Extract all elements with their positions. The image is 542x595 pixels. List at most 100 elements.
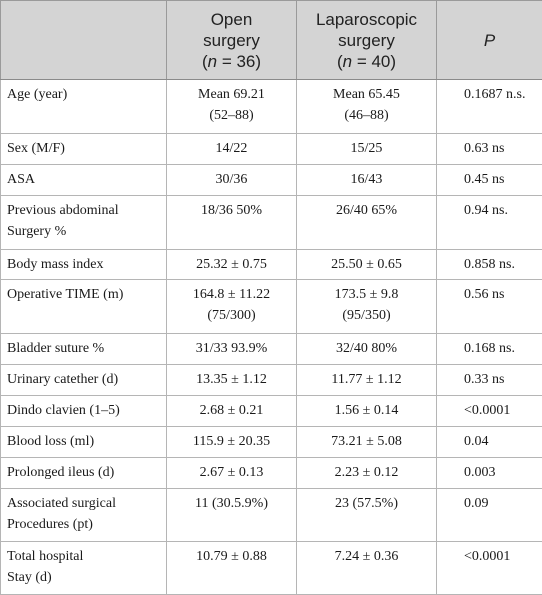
open-value-line2: (75/300) [173,305,290,326]
lap-value: 73.21 ± 5.08 [297,427,437,458]
p-value: 0.09 [437,489,542,542]
open-value: 2.68 ± 0.21 [167,396,297,427]
p-value: 0.33 ns [437,365,542,396]
p-value: 0.56 ns [437,280,542,334]
row-label-line1: Dindo clavien (1–5) [7,400,160,421]
header-laparoscopic-surgery: Laparoscopic surgery (n = 40) [297,1,437,80]
row-label: Body mass index [1,250,167,280]
lap-value: 1.56 ± 0.14 [297,396,437,427]
open-value-line1: 14/22 [173,138,290,159]
table-row: Age (year) Mean 69.21(52–88) Mean 65.45(… [1,80,542,134]
row-label-line1: Total hospital [7,546,160,567]
lap-value-line1: 2.23 ± 0.12 [303,462,430,483]
p-value: 0.63 ns [437,134,542,165]
header-row: Open surgery (n = 36) Laparoscopic surge… [1,1,542,80]
lap-value-line1: 11.77 ± 1.12 [303,369,430,390]
lap-value: 2.23 ± 0.12 [297,458,437,489]
lap-value: Mean 65.45(46–88) [297,80,437,134]
lap-value-line1: 173.5 ± 9.8 [303,284,430,305]
p-value: 0.45 ns [437,165,542,196]
open-value-line2: (52–88) [173,105,290,126]
p-value: 0.04 [437,427,542,458]
row-label: Bladder suture % [1,334,167,365]
row-label-line2: Surgery % [7,221,160,242]
table-body: Age (year) Mean 69.21(52–88) Mean 65.45(… [1,80,542,595]
row-label-line1: Previous abdominal [7,200,160,221]
header-open-line1: Open [171,9,292,30]
open-value-line1: 115.9 ± 20.35 [173,431,290,452]
lap-value: 7.24 ± 0.36 [297,542,437,595]
table-header: Open surgery (n = 36) Laparoscopic surge… [1,1,542,80]
table-row: Sex (M/F) 14/22 15/25 0.63 ns [1,134,542,165]
row-label: Dindo clavien (1–5) [1,396,167,427]
header-open-line2: surgery [171,30,292,51]
lap-value-line2: (95/350) [303,305,430,326]
row-label-line2: Procedures (pt) [7,514,160,535]
open-value: 2.67 ± 0.13 [167,458,297,489]
lap-value-line1: 7.24 ± 0.36 [303,546,430,567]
header-lap-line3: (n = 40) [301,51,432,72]
lap-value-line1: 23 (57.5%) [303,493,430,514]
lap-value-line2: (46–88) [303,105,430,126]
open-value: 115.9 ± 20.35 [167,427,297,458]
open-value: 25.32 ± 0.75 [167,250,297,280]
header-p-label: P [484,31,495,50]
open-value: Mean 69.21(52–88) [167,80,297,134]
header-open-n: n [208,52,217,71]
header-lap-count: = 40) [352,52,396,71]
p-value: <0.0001 [437,396,542,427]
table-row: Dindo clavien (1–5) 2.68 ± 0.21 1.56 ± 0… [1,396,542,427]
open-value-line1: Mean 69.21 [173,84,290,105]
open-value-line1: 30/36 [173,169,290,190]
row-label: ASA [1,165,167,196]
table-row: Prolonged ileus (d) 2.67 ± 0.13 2.23 ± 0… [1,458,542,489]
row-label: Age (year) [1,80,167,134]
open-value: 14/22 [167,134,297,165]
row-label-line1: Prolonged ileus (d) [7,462,160,483]
lap-value-line1: 16/43 [303,169,430,190]
header-open-count: = 36) [217,52,261,71]
row-label-line1: Bladder suture % [7,338,160,359]
lap-value-line1: 26/40 65% [303,200,430,221]
open-value: 11 (30.5.9%) [167,489,297,542]
lap-value-line1: 32/40 80% [303,338,430,359]
open-value-line1: 2.68 ± 0.21 [173,400,290,421]
row-label-line1: Sex (M/F) [7,138,160,159]
p-value: <0.0001 [437,542,542,595]
header-lap-n: n [343,52,352,71]
open-value-line1: 31/33 93.9% [173,338,290,359]
row-label: Urinary catethеr (d) [1,365,167,396]
lap-value: 25.50 ± 0.65 [297,250,437,280]
open-value: 164.8 ± 11.22(75/300) [167,280,297,334]
table-row: ASA 30/36 16/43 0.45 ns [1,165,542,196]
table-row: Operative TIME (m) 164.8 ± 11.22(75/300)… [1,280,542,334]
lap-value: 26/40 65% [297,196,437,250]
open-value-line1: 10.79 ± 0.88 [173,546,290,567]
open-value: 30/36 [167,165,297,196]
header-p-value: P [437,1,542,80]
p-value: 0.168 ns. [437,334,542,365]
row-label-line2: Stay (d) [7,567,160,588]
open-value-line1: 25.32 ± 0.75 [173,254,290,275]
lap-value: 32/40 80% [297,334,437,365]
lap-value: 23 (57.5%) [297,489,437,542]
open-value-line1: 11 (30.5.9%) [173,493,290,514]
row-label: Operative TIME (m) [1,280,167,334]
lap-value-line1: Mean 65.45 [303,84,430,105]
row-label-line1: Operative TIME (m) [7,284,160,305]
open-value-line1: 18/36 50% [173,200,290,221]
p-value: 0.858 ns. [437,250,542,280]
open-value: 13.35 ± 1.12 [167,365,297,396]
row-label-line1: ASA [7,169,160,190]
lap-value-line1: 1.56 ± 0.14 [303,400,430,421]
row-label: Prolonged ileus (d) [1,458,167,489]
table-row: Blood loss (ml) 115.9 ± 20.35 73.21 ± 5.… [1,427,542,458]
p-value: 0.003 [437,458,542,489]
lap-value: 15/25 [297,134,437,165]
row-label-line1: Age (year) [7,84,160,105]
table-row: Urinary catethеr (d) 13.35 ± 1.12 11.77 … [1,365,542,396]
